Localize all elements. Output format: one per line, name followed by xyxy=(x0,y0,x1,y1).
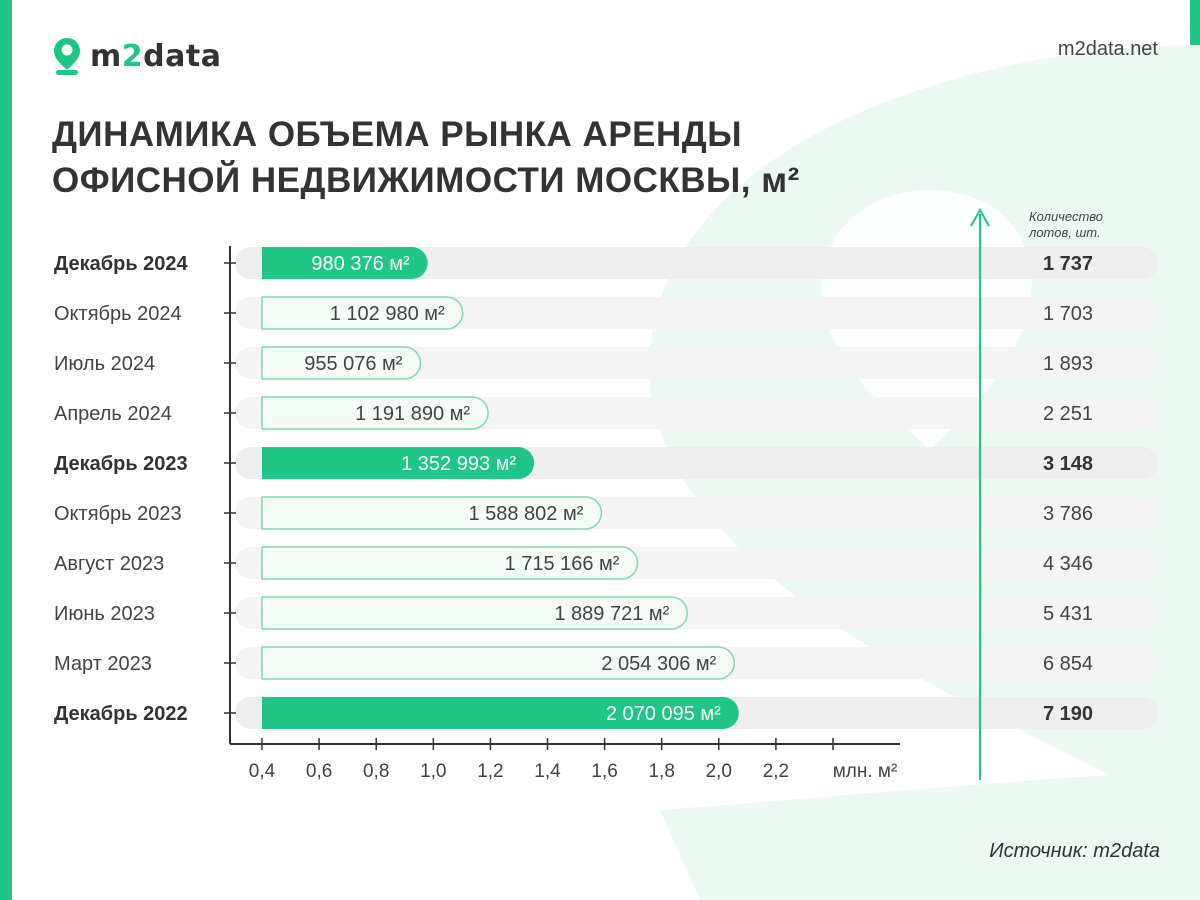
lot-count: 7 190 xyxy=(1043,703,1093,725)
bar xyxy=(262,247,428,279)
lot-count: 5 431 xyxy=(1043,603,1093,625)
lot-count: 1 737 xyxy=(1043,253,1093,275)
lot-count: 2 251 xyxy=(1043,403,1093,425)
bar-value-label: 1 352 993 м² xyxy=(401,453,516,475)
bar-value-label: 1 715 166 м² xyxy=(505,553,620,575)
count-header-line-1: Количество xyxy=(1029,209,1103,224)
lot-count: 3 786 xyxy=(1043,503,1093,525)
x-tick-label: 1,8 xyxy=(648,761,674,782)
bar-value-label: 1 889 721 м² xyxy=(554,603,669,625)
x-tick-label: 1,6 xyxy=(591,761,617,782)
x-tick-label: 2,0 xyxy=(706,761,732,782)
row-band xyxy=(235,347,1158,379)
x-tick-label: 0,4 xyxy=(249,761,276,782)
bar xyxy=(262,447,535,479)
category-label: Июнь 2023 xyxy=(54,603,155,625)
bar xyxy=(262,697,739,729)
bar xyxy=(261,596,689,630)
brand-logo[interactable]: m2data xyxy=(52,36,221,76)
location-pin-icon xyxy=(54,38,80,75)
lot-count: 1 893 xyxy=(1043,353,1093,375)
x-tick-label: 2,2 xyxy=(763,761,789,782)
count-header-line-2: лотов, шт. xyxy=(1028,225,1101,240)
bar xyxy=(261,496,603,530)
title-line-1: ДИНАМИКА ОБЪЕМА РЫНКА АРЕНДЫ xyxy=(52,115,742,154)
left-accent-stripe xyxy=(0,0,12,900)
row-band xyxy=(235,247,1158,279)
category-label: Декабрь 2024 xyxy=(54,253,189,275)
category-label: Июль 2024 xyxy=(54,353,155,375)
bar-value-label: 1 191 890 м² xyxy=(355,403,470,425)
brand-name: m2data xyxy=(90,38,222,74)
bar xyxy=(261,396,489,430)
x-tick-label: 0,8 xyxy=(363,761,389,782)
lot-count: 1 703 xyxy=(1043,303,1093,325)
x-tick-label: 0,6 xyxy=(306,761,332,782)
page-title: ДИНАМИКА ОБЪЕМА РЫНКА АРЕНДЫ ОФИСНОЙ НЕД… xyxy=(52,112,800,204)
row-band xyxy=(235,297,1158,329)
lot-count: 3 148 xyxy=(1043,453,1093,475)
bar xyxy=(261,546,639,580)
category-label: Август 2023 xyxy=(54,553,164,575)
x-axis-label: млн. м² xyxy=(833,761,898,782)
category-label: Октябрь 2024 xyxy=(54,303,182,325)
lot-count: 6 854 xyxy=(1043,653,1093,675)
bar-value-label: 2 054 306 м² xyxy=(601,653,716,675)
title-line-2: ОФИСНОЙ НЕДВИЖИМОСТИ МОСКВЫ, м² xyxy=(52,161,800,200)
x-tick-label: 1,0 xyxy=(420,761,446,782)
source-note: Источник: m2data xyxy=(989,840,1160,862)
category-label: Декабрь 2022 xyxy=(54,703,188,725)
site-url[interactable]: m2data.net xyxy=(1057,38,1158,60)
bar-value-label: 1 588 802 м² xyxy=(468,503,583,525)
category-label: Октябрь 2023 xyxy=(54,503,182,525)
bar-value-label: 1 102 980 м² xyxy=(330,303,445,325)
category-label: Март 2023 xyxy=(54,653,152,675)
bar-value-label: 2 070 095 м² xyxy=(606,703,721,725)
bar xyxy=(261,646,736,680)
category-label: Апрель 2024 xyxy=(54,403,172,425)
bar xyxy=(261,346,422,380)
trend-arrow-head-icon xyxy=(970,207,990,227)
lot-count: 4 346 xyxy=(1043,553,1093,575)
bar-value-label: 980 376 м² xyxy=(311,253,410,275)
bar-value-label: 955 076 м² xyxy=(304,353,403,375)
category-label: Декабрь 2023 xyxy=(54,453,188,475)
x-tick-label: 1,4 xyxy=(534,761,561,782)
bar xyxy=(261,296,464,330)
x-tick-label: 1,2 xyxy=(477,761,503,782)
